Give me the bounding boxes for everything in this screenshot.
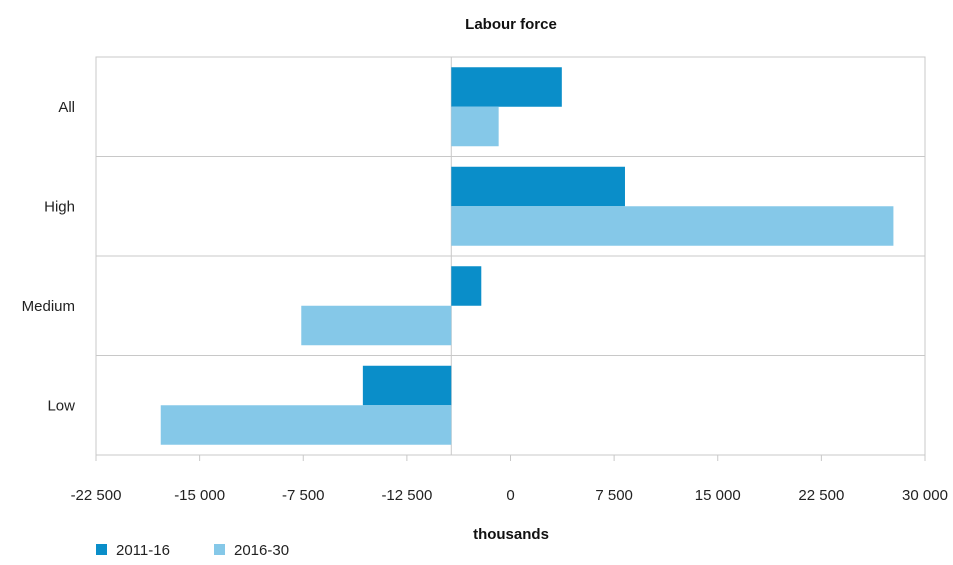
legend-label: 2011-16 — [116, 542, 170, 559]
chart-title: Labour force — [465, 16, 557, 33]
x-tick-label: -7 500 — [282, 487, 325, 504]
plot-area — [95, 56, 926, 461]
bar-low-2016-30 — [160, 405, 452, 445]
x-tick-labels: -22 500 -15 000 -7 500 -12 500 0 7 500 15 000 2… — [71, 487, 948, 504]
x-tick-label: -15 000 — [174, 487, 225, 504]
category-label: Medium — [22, 298, 75, 315]
bar-all-2011-16 — [451, 67, 562, 107]
bar-medium-2011-16 — [451, 266, 482, 306]
category-labels: All High Medium Low — [22, 99, 76, 415]
bar-all-2016-30 — [451, 106, 499, 147]
x-tick-label: 30 000 — [902, 487, 948, 504]
bar-high-2011-16 — [451, 166, 625, 207]
bar-high-2016-30 — [451, 206, 894, 246]
bars-group — [160, 67, 894, 445]
category-label: High — [44, 198, 75, 215]
x-tick-label: 7 500 — [595, 487, 633, 504]
legend-swatch — [214, 544, 225, 555]
x-tick-label: 22 500 — [798, 487, 844, 504]
legend-label: 2016-30 — [234, 542, 289, 559]
x-axis-title: thousands — [473, 526, 549, 543]
category-label: Low — [47, 397, 75, 414]
bar-medium-2016-30 — [301, 305, 452, 346]
x-tick-label: 15 000 — [695, 487, 741, 504]
legend: 2011-16 2016-30 — [96, 542, 289, 559]
x-tick-label: -22 500 — [71, 487, 122, 504]
bar-low-2011-16 — [362, 365, 452, 406]
x-tick-label: 0 — [506, 487, 514, 504]
category-label: All — [58, 99, 75, 116]
x-tick-label: -12 500 — [381, 487, 432, 504]
legend-swatch — [96, 544, 107, 555]
